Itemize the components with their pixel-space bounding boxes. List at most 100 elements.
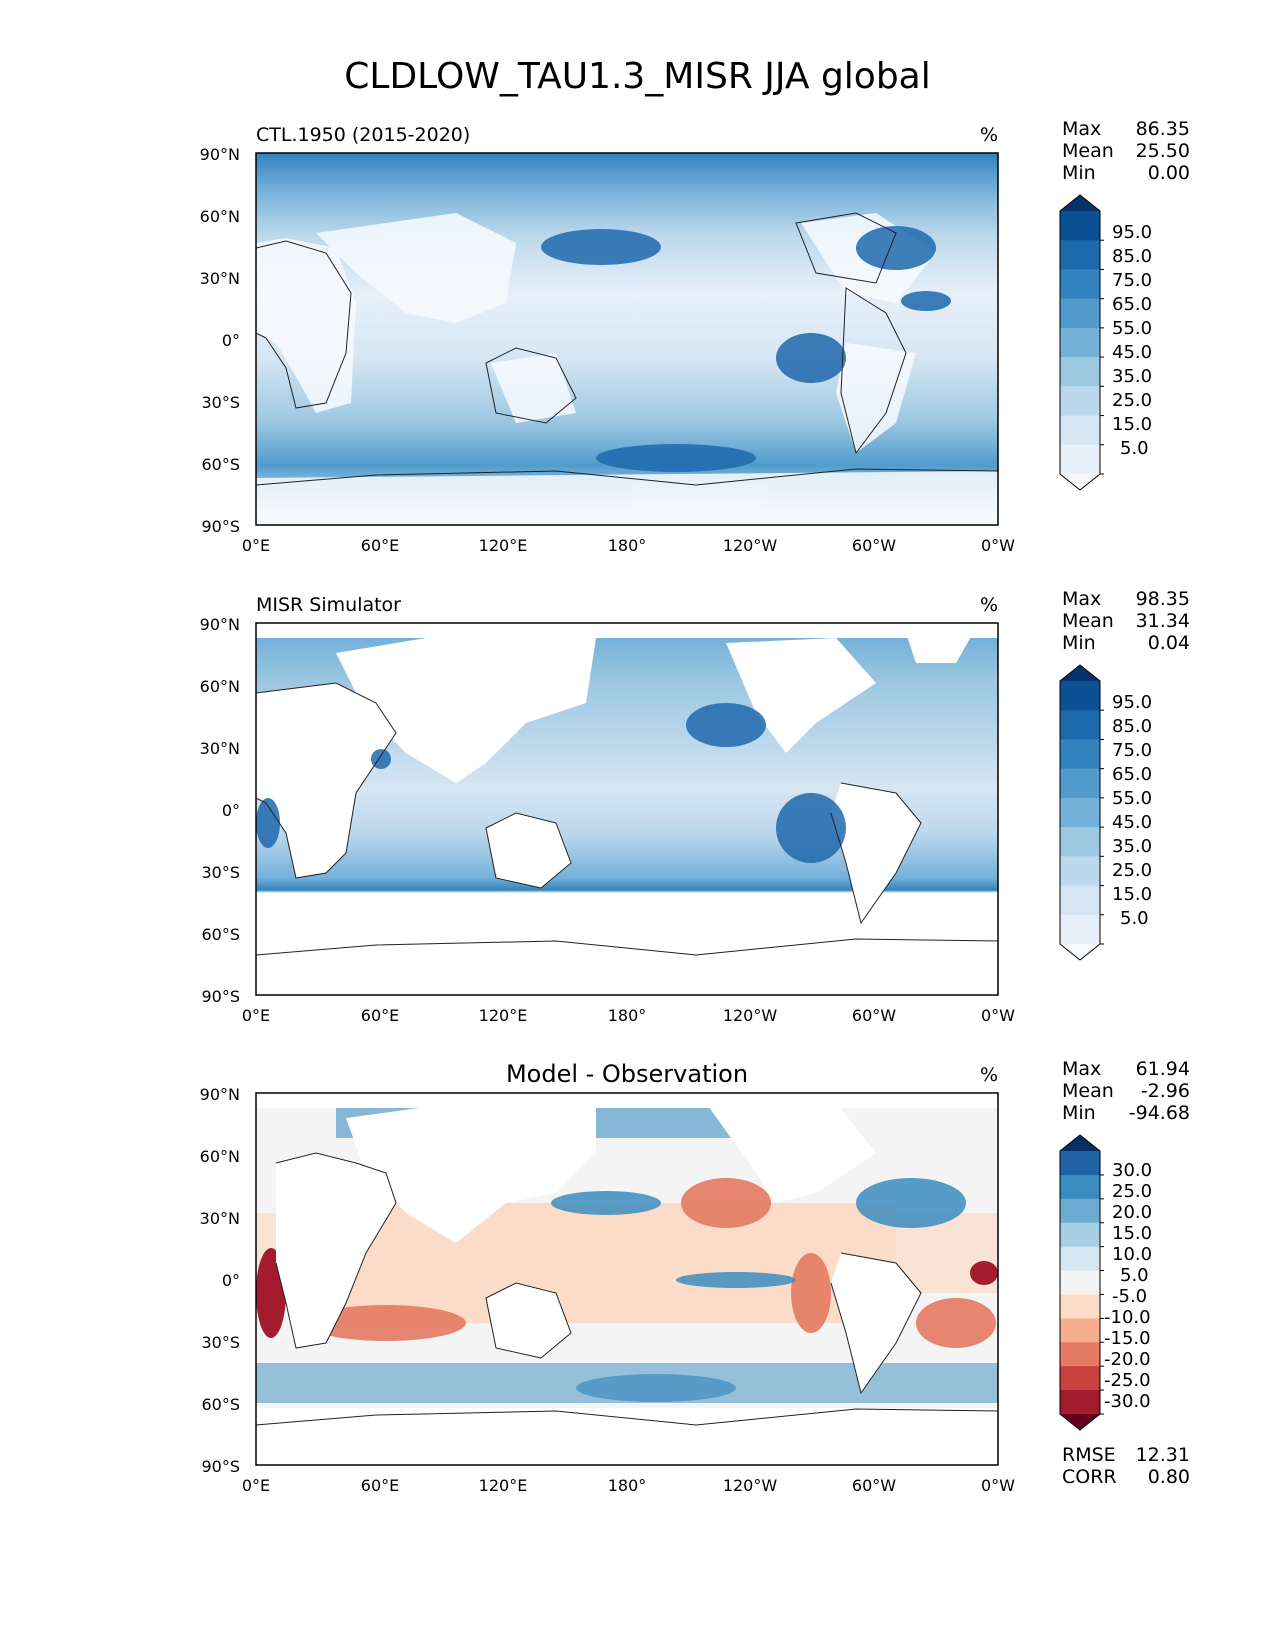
- panel-2-units: %: [980, 594, 999, 616]
- panel-1-units: %: [980, 124, 999, 146]
- panel-1-ytick-90s: 90°S: [201, 517, 240, 536]
- panel-3-cb-label: 30.0: [1112, 1160, 1153, 1181]
- panel-1-cb-label: 45.0: [1112, 342, 1153, 363]
- panel-2-xtick-60w: 60°W: [851, 1006, 897, 1025]
- colorbar-segment: [1060, 1294, 1100, 1319]
- panel-3-cb-label: -10.0: [1104, 1307, 1151, 1328]
- colorbar-segment: [1060, 1270, 1100, 1295]
- panel-3-cb-label: 5.0: [1120, 1265, 1149, 1286]
- panel-1-colorbar: [1059, 194, 1104, 491]
- panel-2-cb-label: 65.0: [1112, 764, 1153, 785]
- colorbar-segment: [1060, 710, 1100, 740]
- panel-3-xtick-180: 180°: [607, 1476, 647, 1495]
- panel-2-min-label: Min: [1062, 632, 1096, 654]
- panel-3-ytick-90n: 90°N: [199, 1085, 240, 1104]
- panel-2-mean-label: Mean: [1062, 610, 1114, 632]
- colorbar-segment: [1060, 444, 1100, 475]
- colorbar-segment: [1060, 1366, 1100, 1391]
- corr-label: CORR: [1062, 1466, 1117, 1488]
- panel-2-max-label: Max: [1062, 588, 1102, 610]
- panel-2-min-value: 0.04: [1147, 632, 1190, 654]
- panel-3-min-value: -94.68: [1128, 1102, 1190, 1124]
- panel-1-mean-label: Mean: [1062, 140, 1114, 162]
- panel-2-xtick-180: 180°: [607, 1006, 647, 1025]
- panel-3-title: Model - Observation: [505, 1060, 749, 1088]
- panel-1-ytick-60s: 60°S: [201, 455, 240, 474]
- panel-3-map: [255, 1092, 999, 1466]
- panel-1-cb-label: 35.0: [1112, 366, 1153, 387]
- panel-2-cb-label: 15.0: [1112, 884, 1153, 905]
- colorbar-segment: [1060, 357, 1100, 387]
- panel-3-ytick-30n: 30°N: [199, 1209, 240, 1228]
- panel-1-cb-label: 85.0: [1112, 246, 1153, 267]
- panel-1-cb-label: 65.0: [1112, 294, 1153, 315]
- panel-2-cb-label: 55.0: [1112, 788, 1153, 809]
- panel-2-colorbar: [1059, 664, 1104, 961]
- panel-2-cb-label: 5.0: [1120, 908, 1149, 929]
- colorbar-segment: [1060, 827, 1100, 857]
- colorbar-segment: [1060, 386, 1100, 417]
- colorbar-segment: [1060, 1342, 1100, 1367]
- colorbar-segment: [1060, 327, 1100, 358]
- panel-2-cb-label: 45.0: [1112, 812, 1153, 833]
- panel-1-title: CTL.1950 (2015-2020): [256, 124, 471, 146]
- panel-1-ytick-30n: 30°N: [199, 269, 240, 288]
- panel-3-xtick-60e: 60°E: [360, 1476, 400, 1495]
- panel-3-mean-value: -2.96: [1140, 1080, 1190, 1102]
- colorbar-segment: [1060, 1390, 1100, 1415]
- panel-3-ytick-30s: 30°S: [201, 1333, 240, 1352]
- colorbar-extend-min: [1060, 944, 1100, 960]
- panel-3-units: %: [980, 1064, 999, 1086]
- panel-1-max-label: Max: [1062, 118, 1102, 140]
- panel-3-ytick-0: 0°: [221, 1271, 240, 1290]
- panel-1-max-value: 86.35: [1135, 118, 1190, 140]
- colorbar-segment: [1060, 1246, 1100, 1272]
- figure-title: CLDLOW_TAU1.3_MISR JJA global: [344, 56, 931, 97]
- panel-1-cb-label: 25.0: [1112, 390, 1153, 411]
- panel-1-ytick-0: 0°: [221, 331, 240, 350]
- colorbar-extend-max: [1060, 1135, 1100, 1151]
- panel-1-xtick-120e: 120°E: [478, 536, 528, 555]
- panel-2-ytick-90s: 90°S: [201, 987, 240, 1006]
- panel-3-land: [256, 1103, 998, 1465]
- rmse-value: 12.31: [1135, 1444, 1190, 1466]
- panel-3-neg-mid: [306, 1178, 996, 1348]
- panel-2-coastlines: [255, 682, 999, 956]
- colorbar-segment: [1060, 739, 1100, 770]
- colorbar-segment: [1060, 240, 1100, 270]
- colorbar-segment: [1060, 211, 1100, 241]
- panel-3-xtick-120w: 120°W: [722, 1476, 778, 1495]
- colorbar-segment: [1060, 681, 1100, 711]
- panel-1-ytick-30s: 30°S: [201, 393, 240, 412]
- panel-1-mean-value: 25.50: [1135, 140, 1190, 162]
- panel-3-cb-label: -25.0: [1104, 1370, 1151, 1391]
- panel-3-xtick-60w: 60°W: [851, 1476, 897, 1495]
- panel-3-ytick-90s: 90°S: [201, 1457, 240, 1476]
- panel-2-map: [255, 622, 999, 996]
- colorbar-segment: [1060, 856, 1100, 887]
- panel-3-xtick-120e: 120°E: [478, 1476, 528, 1495]
- panel-2-xtick-0w: 0°W: [981, 1006, 1015, 1025]
- colorbar-segment: [1060, 1222, 1100, 1248]
- colorbar-extend-max: [1060, 665, 1100, 681]
- panel-3-cb-label: 20.0: [1112, 1202, 1153, 1223]
- panel-3-cb-label: -30.0: [1104, 1391, 1151, 1412]
- panel-1-highs: [541, 226, 951, 472]
- panel-3-coastlines: [255, 1152, 999, 1426]
- panel-2-ytick-90n: 90°N: [199, 615, 240, 634]
- panel-2-ytick-0: 0°: [221, 801, 240, 820]
- panel-1-cb-label: 95.0: [1112, 222, 1153, 243]
- colorbar-segment: [1060, 1151, 1100, 1176]
- panel-1-ytick-60n: 60°N: [199, 207, 240, 226]
- panel-2-ytick-60n: 60°N: [199, 677, 240, 696]
- panel-3-xtick-0e: 0°E: [241, 1476, 271, 1495]
- panel-1-xtick-60e: 60°E: [360, 536, 400, 555]
- panel-3-max-value: 61.94: [1135, 1058, 1190, 1080]
- panel-3-xtick-0w: 0°W: [981, 1476, 1015, 1495]
- colorbar-segment: [1060, 1198, 1100, 1224]
- panel-1-xtick-0w: 0°W: [981, 536, 1015, 555]
- panel-1-min-label: Min: [1062, 162, 1096, 184]
- panel-1-map: [255, 152, 999, 526]
- panel-2-cb-label: 25.0: [1112, 860, 1153, 881]
- panel-3-cb-label: -20.0: [1104, 1349, 1151, 1370]
